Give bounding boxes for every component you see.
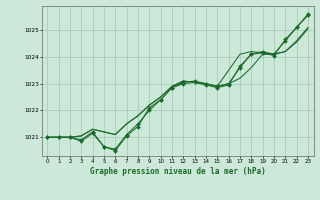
X-axis label: Graphe pression niveau de la mer (hPa): Graphe pression niveau de la mer (hPa) — [90, 167, 266, 176]
